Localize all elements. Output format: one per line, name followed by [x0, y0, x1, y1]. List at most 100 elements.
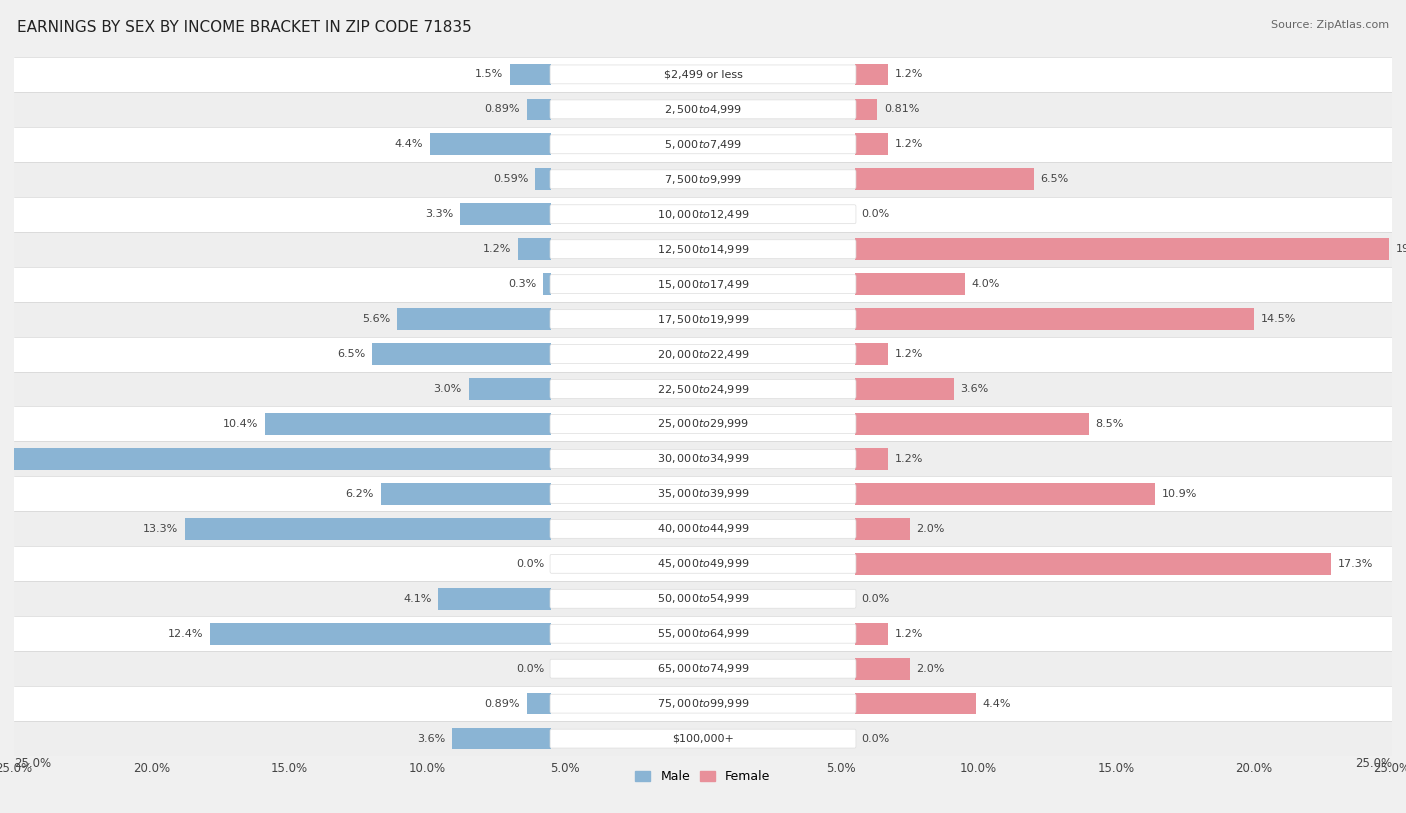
Text: 2.0%: 2.0% [917, 524, 945, 534]
Text: $55,000 to $64,999: $55,000 to $64,999 [657, 628, 749, 640]
Bar [14, 337, 1392, 372]
Text: $35,000 to $39,999: $35,000 to $39,999 [657, 488, 749, 500]
FancyBboxPatch shape [550, 100, 856, 119]
Bar [439, 588, 551, 610]
Text: $30,000 to $34,999: $30,000 to $34,999 [657, 453, 749, 465]
Text: 1.5%: 1.5% [475, 69, 503, 80]
Bar [14, 57, 1392, 92]
Bar [186, 518, 551, 540]
Text: 4.0%: 4.0% [972, 279, 1000, 289]
Text: 0.59%: 0.59% [494, 174, 529, 185]
Text: $2,500 to $4,999: $2,500 to $4,999 [664, 103, 742, 115]
Text: 19.4%: 19.4% [1396, 244, 1406, 254]
FancyBboxPatch shape [550, 415, 856, 433]
Bar [14, 162, 1392, 197]
Text: 2.0%: 2.0% [917, 663, 945, 674]
FancyBboxPatch shape [550, 170, 856, 189]
Text: $17,500 to $19,999: $17,500 to $19,999 [657, 313, 749, 325]
Text: 12.4%: 12.4% [167, 628, 202, 639]
FancyBboxPatch shape [550, 240, 856, 259]
Bar [510, 63, 551, 85]
Bar [14, 197, 1392, 232]
Bar [14, 372, 1392, 406]
FancyBboxPatch shape [550, 659, 856, 678]
Text: 1.2%: 1.2% [894, 628, 922, 639]
FancyBboxPatch shape [550, 380, 856, 398]
Text: 8.5%: 8.5% [1095, 419, 1123, 429]
Bar [468, 378, 551, 400]
Bar [855, 553, 1331, 575]
Bar [461, 203, 551, 225]
FancyBboxPatch shape [550, 554, 856, 573]
FancyBboxPatch shape [550, 485, 856, 503]
Text: 4.4%: 4.4% [983, 698, 1011, 709]
Bar [855, 308, 1254, 330]
Bar [14, 406, 1392, 441]
Text: 10.4%: 10.4% [222, 419, 257, 429]
FancyBboxPatch shape [550, 520, 856, 538]
Bar [855, 483, 1154, 505]
Bar [14, 441, 1392, 476]
Bar [14, 267, 1392, 302]
Text: 1.2%: 1.2% [484, 244, 512, 254]
FancyBboxPatch shape [550, 624, 856, 643]
Text: 3.6%: 3.6% [960, 384, 988, 394]
FancyBboxPatch shape [550, 65, 856, 84]
Bar [14, 92, 1392, 127]
Bar [855, 378, 953, 400]
Bar [14, 546, 1392, 581]
Text: 1.2%: 1.2% [894, 454, 922, 464]
Bar [14, 302, 1392, 337]
FancyBboxPatch shape [550, 275, 856, 293]
Bar [855, 413, 1088, 435]
Text: 14.5%: 14.5% [1261, 314, 1296, 324]
Bar [527, 98, 551, 120]
Bar [855, 133, 887, 155]
Bar [855, 518, 910, 540]
FancyBboxPatch shape [550, 345, 856, 363]
Text: 0.89%: 0.89% [485, 698, 520, 709]
Text: EARNINGS BY SEX BY INCOME BRACKET IN ZIP CODE 71835: EARNINGS BY SEX BY INCOME BRACKET IN ZIP… [17, 20, 471, 35]
Text: 0.3%: 0.3% [508, 279, 536, 289]
Bar [855, 693, 976, 715]
Text: 1.2%: 1.2% [894, 69, 922, 80]
Text: $7,500 to $9,999: $7,500 to $9,999 [664, 173, 742, 185]
Bar [14, 651, 1392, 686]
Text: $50,000 to $54,999: $50,000 to $54,999 [657, 593, 749, 605]
Bar [855, 238, 1389, 260]
Bar [855, 168, 1033, 190]
FancyBboxPatch shape [550, 589, 856, 608]
Bar [855, 658, 910, 680]
Text: $75,000 to $99,999: $75,000 to $99,999 [657, 698, 749, 710]
Bar [453, 728, 551, 750]
Bar [519, 238, 551, 260]
FancyBboxPatch shape [550, 729, 856, 748]
Bar [264, 413, 551, 435]
Text: $65,000 to $74,999: $65,000 to $74,999 [657, 663, 749, 675]
Text: $45,000 to $49,999: $45,000 to $49,999 [657, 558, 749, 570]
Bar [430, 133, 551, 155]
Text: 0.0%: 0.0% [862, 733, 890, 744]
Text: $100,000+: $100,000+ [672, 733, 734, 744]
Bar [14, 721, 1392, 756]
Text: 0.0%: 0.0% [862, 209, 890, 220]
FancyBboxPatch shape [550, 135, 856, 154]
Text: 0.81%: 0.81% [884, 104, 920, 115]
Bar [855, 343, 887, 365]
Text: 4.4%: 4.4% [395, 139, 423, 150]
Text: 0.0%: 0.0% [862, 593, 890, 604]
Text: 0.0%: 0.0% [516, 663, 544, 674]
Text: 25.0%: 25.0% [1355, 757, 1392, 770]
Bar [0, 448, 551, 470]
Bar [855, 273, 965, 295]
FancyBboxPatch shape [550, 205, 856, 224]
Bar [14, 686, 1392, 721]
Bar [209, 623, 551, 645]
Bar [373, 343, 551, 365]
Bar [855, 98, 877, 120]
Text: $12,500 to $14,999: $12,500 to $14,999 [657, 243, 749, 255]
Text: $40,000 to $44,999: $40,000 to $44,999 [657, 523, 749, 535]
Bar [14, 127, 1392, 162]
Bar [855, 63, 887, 85]
FancyBboxPatch shape [550, 310, 856, 328]
